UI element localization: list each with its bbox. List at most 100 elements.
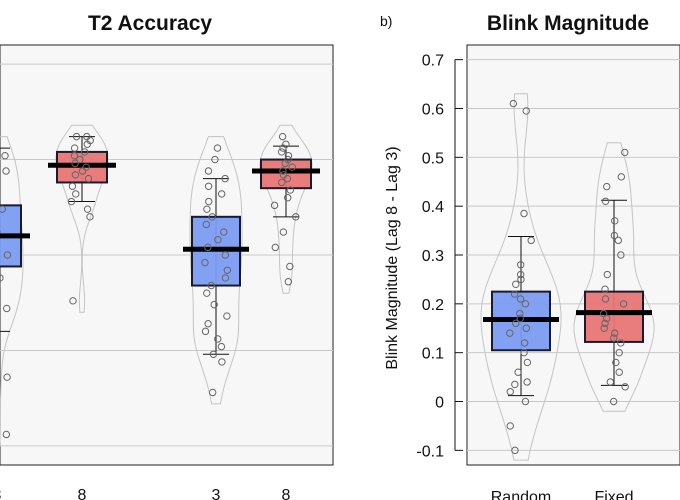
data-point bbox=[619, 300, 628, 308]
data-point bbox=[521, 300, 530, 308]
y-tick-label: 0 bbox=[435, 395, 444, 412]
data-point bbox=[214, 236, 222, 244]
data-point bbox=[220, 228, 228, 236]
data-point bbox=[617, 251, 625, 259]
data-point bbox=[292, 213, 300, 221]
data-point bbox=[512, 319, 520, 328]
y-tick-label: 0.1 bbox=[422, 346, 444, 363]
data-point bbox=[221, 251, 230, 259]
data-point bbox=[84, 174, 93, 183]
data-point bbox=[512, 280, 520, 289]
data-point bbox=[621, 383, 629, 391]
chart-title-a: T2 Accuracy bbox=[88, 12, 212, 35]
data-point bbox=[83, 205, 92, 213]
violin bbox=[480, 93, 562, 461]
data-point bbox=[204, 182, 213, 190]
data-point bbox=[210, 300, 218, 309]
data-point bbox=[612, 358, 620, 367]
data-point bbox=[611, 217, 619, 225]
data-point bbox=[3, 373, 11, 381]
violin bbox=[573, 142, 655, 412]
data-point bbox=[511, 446, 519, 455]
data-point bbox=[80, 148, 89, 156]
data-point bbox=[277, 148, 286, 156]
data-point bbox=[70, 152, 79, 160]
x-tick-label: 3 bbox=[212, 487, 221, 500]
box-Fixed bbox=[584, 290, 644, 343]
data-point bbox=[71, 171, 80, 179]
y-tick-label: 0.5 bbox=[422, 150, 444, 167]
x-tick-label: 3 bbox=[0, 487, 2, 500]
data-point bbox=[516, 270, 525, 279]
data-point bbox=[209, 350, 218, 358]
data-point bbox=[217, 190, 226, 198]
data-point bbox=[211, 155, 219, 164]
data-point bbox=[205, 197, 213, 206]
data-point bbox=[284, 155, 292, 164]
data-point bbox=[610, 231, 619, 240]
data-point bbox=[203, 205, 211, 213]
data-point bbox=[516, 314, 524, 323]
violin bbox=[259, 124, 313, 294]
data-point bbox=[520, 209, 528, 218]
data-point bbox=[520, 339, 529, 347]
panel-t2-accuracy: T2 Accuracy bbox=[0, 12, 334, 466]
panel-label-b: b) bbox=[380, 13, 392, 29]
data-point bbox=[3, 251, 12, 259]
data-point bbox=[279, 167, 287, 175]
data-point bbox=[286, 262, 294, 271]
data-point bbox=[204, 167, 213, 175]
data-point bbox=[282, 140, 290, 148]
data-point bbox=[517, 261, 525, 269]
data-point bbox=[517, 275, 525, 284]
data-point bbox=[70, 144, 79, 152]
data-point bbox=[283, 174, 292, 183]
data-point bbox=[2, 430, 11, 439]
data-point bbox=[201, 258, 209, 267]
y-tick-label: 0.3 bbox=[422, 248, 444, 265]
data-point bbox=[204, 243, 212, 252]
data-point bbox=[603, 182, 611, 191]
data-point bbox=[621, 148, 629, 157]
data-point bbox=[506, 388, 514, 396]
data-point bbox=[522, 107, 530, 115]
data-point bbox=[72, 190, 80, 198]
data-point bbox=[600, 324, 608, 332]
y-tick-label: 0.2 bbox=[422, 297, 444, 314]
data-point bbox=[202, 220, 211, 229]
data-point bbox=[288, 163, 296, 171]
data-point bbox=[522, 324, 531, 332]
data-point bbox=[203, 289, 211, 297]
data-point bbox=[615, 368, 623, 376]
x-tick-label: 8 bbox=[78, 487, 87, 500]
data-point bbox=[221, 174, 229, 183]
data-point bbox=[214, 335, 222, 343]
data-point bbox=[601, 319, 609, 328]
data-point bbox=[615, 348, 623, 357]
y-tick-label: 0.6 bbox=[422, 101, 444, 118]
data-point bbox=[72, 132, 81, 141]
gridlines-a bbox=[0, 63, 333, 447]
data-point bbox=[511, 380, 519, 389]
data-point bbox=[3, 304, 11, 313]
marks-a bbox=[0, 124, 320, 447]
data-point bbox=[514, 368, 522, 376]
data-point bbox=[69, 297, 77, 305]
data-point bbox=[286, 186, 295, 194]
data-point bbox=[223, 266, 232, 274]
data-point bbox=[603, 270, 612, 279]
marks-b bbox=[480, 93, 655, 461]
data-point bbox=[1, 152, 9, 160]
data-point bbox=[279, 228, 288, 236]
y-axis-b: -0.1 0 0.1 0.2 0.3 0.4 0.5 0.6 0.7 bbox=[416, 53, 463, 460]
x-tick-label: 8 bbox=[282, 487, 291, 500]
data-point bbox=[510, 290, 519, 298]
data-point bbox=[617, 339, 625, 347]
data-point bbox=[207, 281, 215, 290]
data-point bbox=[218, 358, 226, 366]
data-point bbox=[520, 348, 528, 357]
data-point bbox=[284, 194, 292, 202]
data-point bbox=[278, 132, 287, 141]
data-point bbox=[601, 197, 610, 205]
x-tick-label: Fixed bbox=[594, 489, 633, 500]
